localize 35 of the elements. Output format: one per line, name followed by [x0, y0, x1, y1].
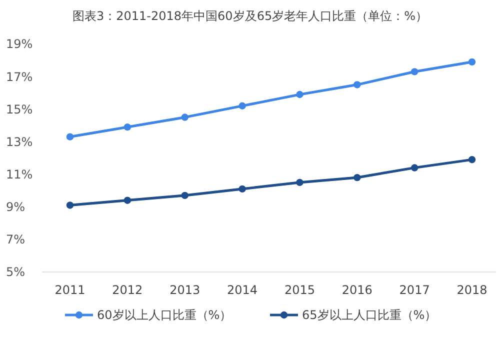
point	[238, 102, 246, 110]
x-tick-label: 2017	[399, 283, 430, 297]
x-tick-label: 2016	[342, 283, 372, 297]
y-tick-label: 19%	[6, 37, 33, 52]
y-tick-label: 13%	[6, 134, 33, 149]
point	[410, 164, 418, 172]
point	[296, 90, 304, 98]
legend-label: 65岁以上人口比重（%）	[302, 308, 437, 322]
point	[468, 156, 476, 164]
x-tick-label: 2011	[54, 283, 86, 297]
point	[468, 58, 476, 66]
chart-title: 图表3：2011-2018年中国60岁及65岁老年人口比重（单位：%）	[72, 9, 428, 23]
point	[410, 68, 418, 76]
x-tick-label: 2013	[170, 283, 200, 297]
y-tick-label: 9%	[6, 200, 26, 214]
point	[124, 123, 132, 131]
point	[66, 133, 74, 140]
point	[354, 81, 361, 88]
point	[238, 185, 246, 193]
y-tick-label: 5%	[6, 265, 26, 280]
y-tick-label: 15%	[6, 102, 33, 116]
x-tick-label: 2014	[227, 283, 258, 297]
legend-label: 60岁以上人口比重（%）	[97, 308, 232, 322]
point	[181, 192, 188, 200]
y-tick-label: 17%	[6, 70, 33, 84]
point	[124, 196, 132, 204]
x-tick-label: 2015	[284, 283, 315, 297]
x-tick-label: 2012	[112, 283, 143, 297]
point	[66, 202, 74, 209]
x-tick-label: 2018	[456, 283, 488, 297]
point	[181, 114, 188, 121]
y-tick-label: 11%	[6, 167, 33, 182]
point	[354, 174, 361, 182]
point	[296, 178, 304, 186]
y-tick-label: 7%	[6, 232, 26, 247]
